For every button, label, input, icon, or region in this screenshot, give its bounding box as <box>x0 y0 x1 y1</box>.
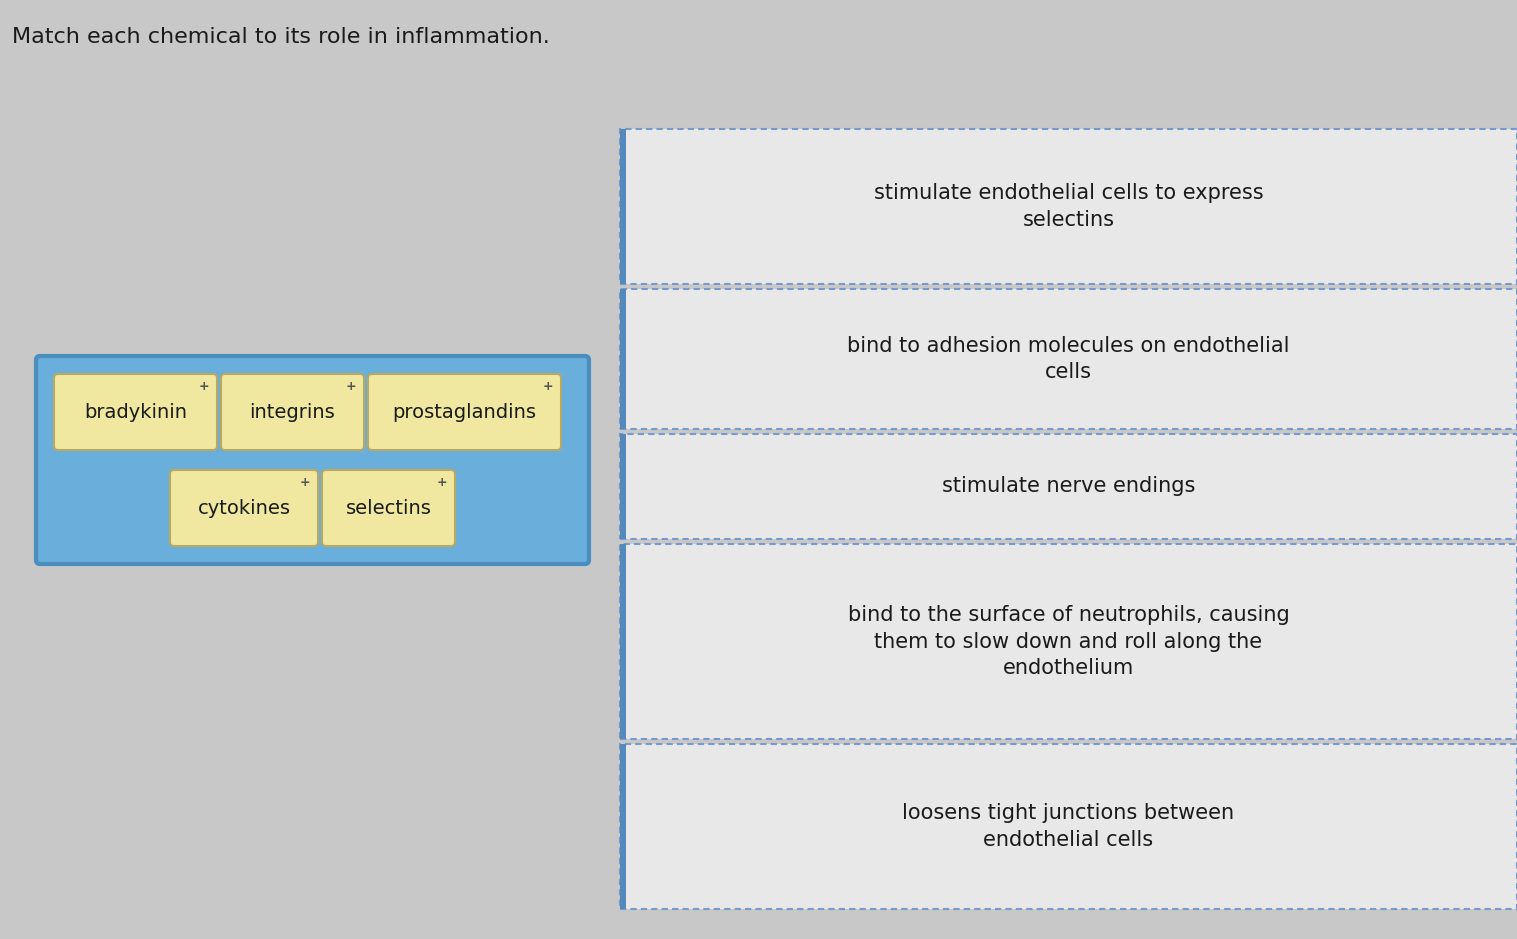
Text: +: + <box>543 380 554 393</box>
Text: stimulate endothelial cells to express
selectins: stimulate endothelial cells to express s… <box>874 183 1264 230</box>
Text: bradykinin: bradykinin <box>83 403 187 422</box>
Text: Match each chemical to its role in inflammation.: Match each chemical to its role in infla… <box>12 27 549 47</box>
FancyBboxPatch shape <box>170 470 319 546</box>
FancyBboxPatch shape <box>369 374 561 450</box>
FancyBboxPatch shape <box>55 374 217 450</box>
Bar <box>620 289 1517 429</box>
FancyBboxPatch shape <box>322 470 455 546</box>
Text: cytokines: cytokines <box>197 499 290 517</box>
Text: prostaglandins: prostaglandins <box>393 403 537 422</box>
Bar <box>620 744 627 909</box>
Text: +: + <box>199 380 209 393</box>
Bar <box>620 544 627 739</box>
Text: selectins: selectins <box>346 499 431 517</box>
Bar <box>620 544 1517 739</box>
Bar <box>620 434 1517 539</box>
Text: bind to adhesion molecules on endothelial
cells: bind to adhesion molecules on endothelia… <box>848 336 1289 382</box>
Text: +: + <box>346 380 356 393</box>
Bar <box>620 434 627 539</box>
Text: stimulate nerve endings: stimulate nerve endings <box>942 476 1195 497</box>
FancyBboxPatch shape <box>36 356 589 564</box>
Bar <box>620 129 627 284</box>
Bar <box>620 744 1517 909</box>
Text: +: + <box>299 476 309 489</box>
Text: integrins: integrins <box>250 403 335 422</box>
FancyBboxPatch shape <box>221 374 364 450</box>
Text: +: + <box>437 476 448 489</box>
Bar <box>620 289 627 429</box>
Text: loosens tight junctions between
endothelial cells: loosens tight junctions between endothel… <box>903 803 1235 850</box>
Bar <box>620 129 1517 284</box>
Text: bind to the surface of neutrophils, causing
them to slow down and roll along the: bind to the surface of neutrophils, caus… <box>848 605 1289 678</box>
